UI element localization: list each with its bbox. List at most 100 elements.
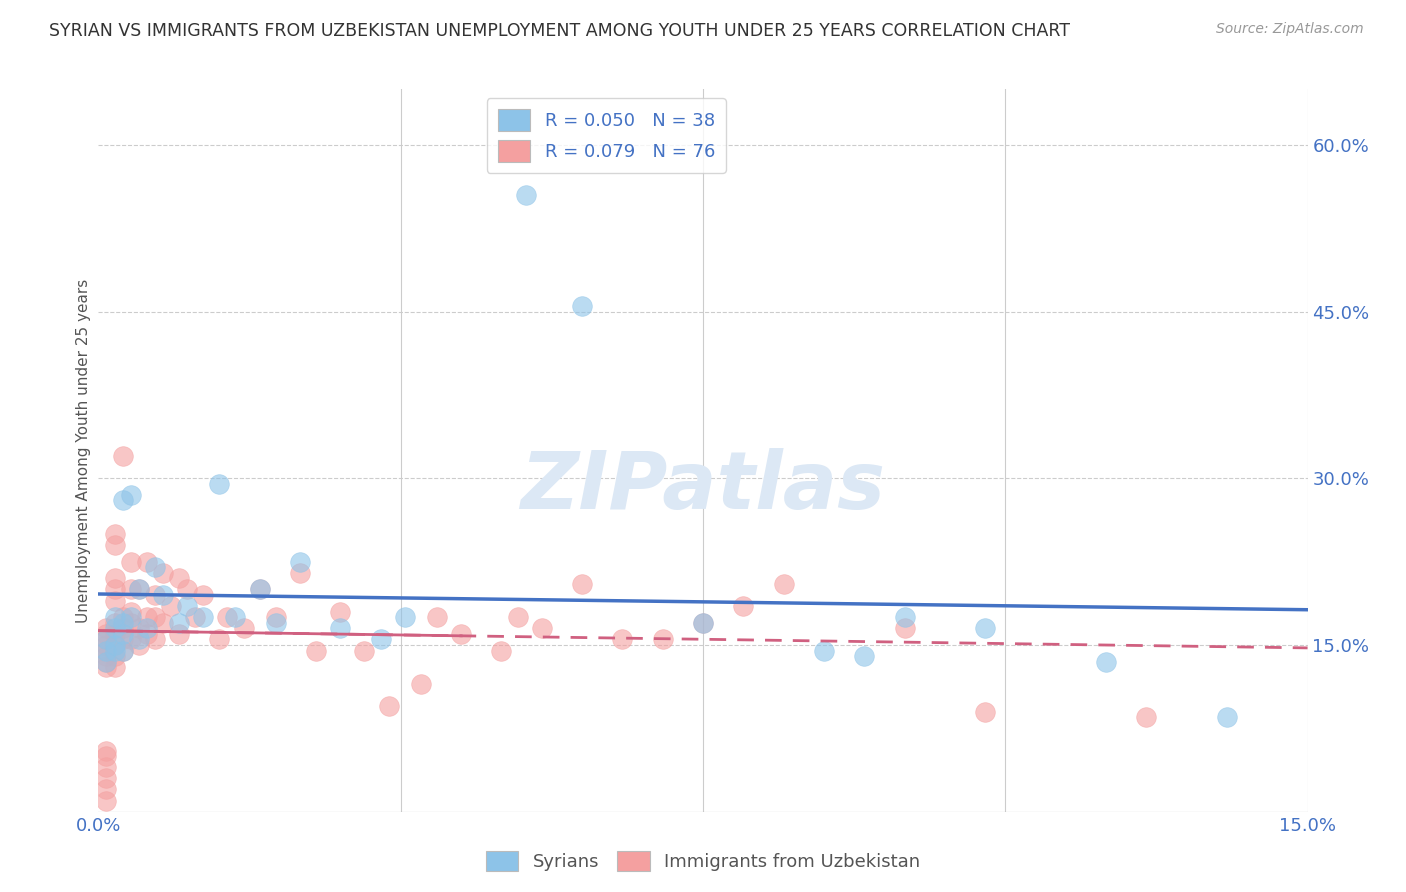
Point <box>111 449 134 463</box>
Point <box>143 610 166 624</box>
Point <box>370 632 392 647</box>
Point <box>152 566 174 580</box>
Point <box>135 621 157 635</box>
Point <box>96 621 118 635</box>
Point <box>167 615 190 630</box>
Point <box>160 599 183 613</box>
Point <box>224 610 246 624</box>
Point <box>120 488 142 502</box>
Point <box>152 615 174 630</box>
Point <box>96 643 118 657</box>
Point <box>426 610 449 624</box>
Point <box>264 615 287 630</box>
Point <box>733 599 755 613</box>
Point <box>96 772 118 786</box>
Text: Source: ZipAtlas.com: Source: ZipAtlas.com <box>1216 22 1364 37</box>
Point <box>143 632 166 647</box>
Point <box>96 794 118 808</box>
Point <box>184 610 207 624</box>
Point <box>103 538 125 552</box>
Point <box>111 643 134 657</box>
Point <box>103 627 125 641</box>
Point <box>103 610 125 624</box>
Point <box>103 621 125 635</box>
Point <box>96 627 118 641</box>
Point <box>394 610 416 624</box>
Point <box>893 621 915 635</box>
Point <box>193 610 215 624</box>
Point <box>96 760 118 774</box>
Point <box>974 705 997 719</box>
Point <box>409 677 432 691</box>
Point <box>305 643 328 657</box>
Point <box>217 610 239 624</box>
Point <box>120 555 142 569</box>
Text: SYRIAN VS IMMIGRANTS FROM UZBEKISTAN UNEMPLOYMENT AMONG YOUTH UNDER 25 YEARS COR: SYRIAN VS IMMIGRANTS FROM UZBEKISTAN UNE… <box>49 22 1070 40</box>
Point <box>853 649 876 664</box>
Point <box>103 526 125 541</box>
Point <box>96 655 118 669</box>
Point <box>103 593 125 607</box>
Point <box>329 605 352 619</box>
Point <box>111 493 134 508</box>
Point <box>515 187 537 202</box>
Point <box>249 582 271 597</box>
Point <box>893 610 915 624</box>
Point <box>96 632 118 647</box>
Point <box>120 605 142 619</box>
Point <box>1135 710 1157 724</box>
Point <box>651 632 673 647</box>
Point <box>103 571 125 585</box>
Point <box>96 782 118 797</box>
Point <box>530 621 553 635</box>
Point <box>571 299 593 313</box>
Point <box>103 582 125 597</box>
Point <box>103 638 125 652</box>
Point <box>96 655 118 669</box>
Point <box>128 582 150 597</box>
Point <box>120 632 142 647</box>
Point <box>135 627 157 641</box>
Point <box>772 577 794 591</box>
Point <box>96 649 118 664</box>
Point <box>232 621 254 635</box>
Point <box>96 743 118 757</box>
Point <box>120 582 142 597</box>
Point <box>128 632 150 647</box>
Point <box>692 615 714 630</box>
Point <box>692 615 714 630</box>
Point <box>612 632 634 647</box>
Point <box>111 610 134 624</box>
Point <box>208 632 231 647</box>
Point <box>167 571 190 585</box>
Point <box>974 621 997 635</box>
Point <box>143 560 166 574</box>
Point <box>193 588 215 602</box>
Point <box>176 599 198 613</box>
Point <box>329 621 352 635</box>
Point <box>128 582 150 597</box>
Point <box>111 643 134 657</box>
Point <box>120 610 142 624</box>
Text: ZIPatlas: ZIPatlas <box>520 448 886 525</box>
Point <box>353 643 375 657</box>
Point <box>96 632 118 647</box>
Point <box>135 610 157 624</box>
Point <box>111 615 134 630</box>
Point <box>176 582 198 597</box>
Point <box>103 649 125 664</box>
Point <box>135 555 157 569</box>
Point <box>167 627 190 641</box>
Point <box>96 638 118 652</box>
Point <box>96 660 118 674</box>
Point <box>143 588 166 602</box>
Point <box>120 615 142 630</box>
Point <box>813 643 835 657</box>
Point <box>103 638 125 652</box>
Point <box>377 699 399 714</box>
Point <box>450 627 472 641</box>
Point <box>96 643 118 657</box>
Point <box>111 632 134 647</box>
Y-axis label: Unemployment Among Youth under 25 years: Unemployment Among Youth under 25 years <box>76 278 91 623</box>
Point <box>111 621 134 635</box>
